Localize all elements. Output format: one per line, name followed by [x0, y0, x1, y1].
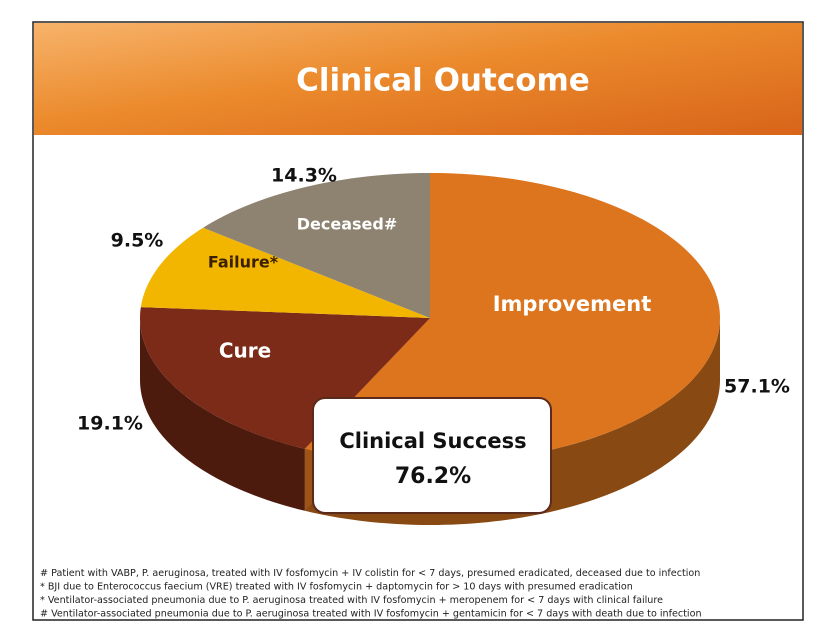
footnote: * Ventilator-associated pneumonia due to…: [40, 595, 663, 606]
labels: Improvement 57.1% Cure 19.1% Failure* 9.5% Dec…: [77, 165, 790, 435]
value-label: 14.3%: [271, 165, 337, 187]
footnote: * BJI due to Enterococcus faecium (VRE) …: [40, 582, 633, 593]
annotation-box: [312, 397, 552, 514]
value-label: 19.1%: [77, 413, 143, 435]
annotation-value: 76.2%: [395, 464, 471, 489]
header-band: [34, 23, 802, 135]
slice-label: Failure*: [208, 253, 279, 272]
slice: [140, 227, 430, 318]
footnotes: # Patient with VABP, P. aeruginosa, trea…: [40, 568, 702, 620]
value-label: 9.5%: [111, 230, 164, 252]
pie: [140, 173, 720, 525]
footnote: # Ventilator-associated pneumonia due to…: [40, 609, 702, 620]
footnote: # Patient with VABP, P. aeruginosa, trea…: [40, 568, 700, 579]
slice-label: Improvement: [493, 292, 652, 316]
value-label: 57.1%: [724, 376, 790, 398]
slice: [140, 307, 430, 449]
slice-label: Cure: [219, 339, 271, 363]
slice-label: Deceased#: [297, 215, 398, 234]
slice: [203, 173, 430, 318]
slice-wall: [140, 318, 305, 511]
annotation-text: Clinical Success: [339, 429, 526, 453]
slice: [304, 173, 720, 463]
chart-title: Clinical Outcome: [296, 63, 590, 99]
